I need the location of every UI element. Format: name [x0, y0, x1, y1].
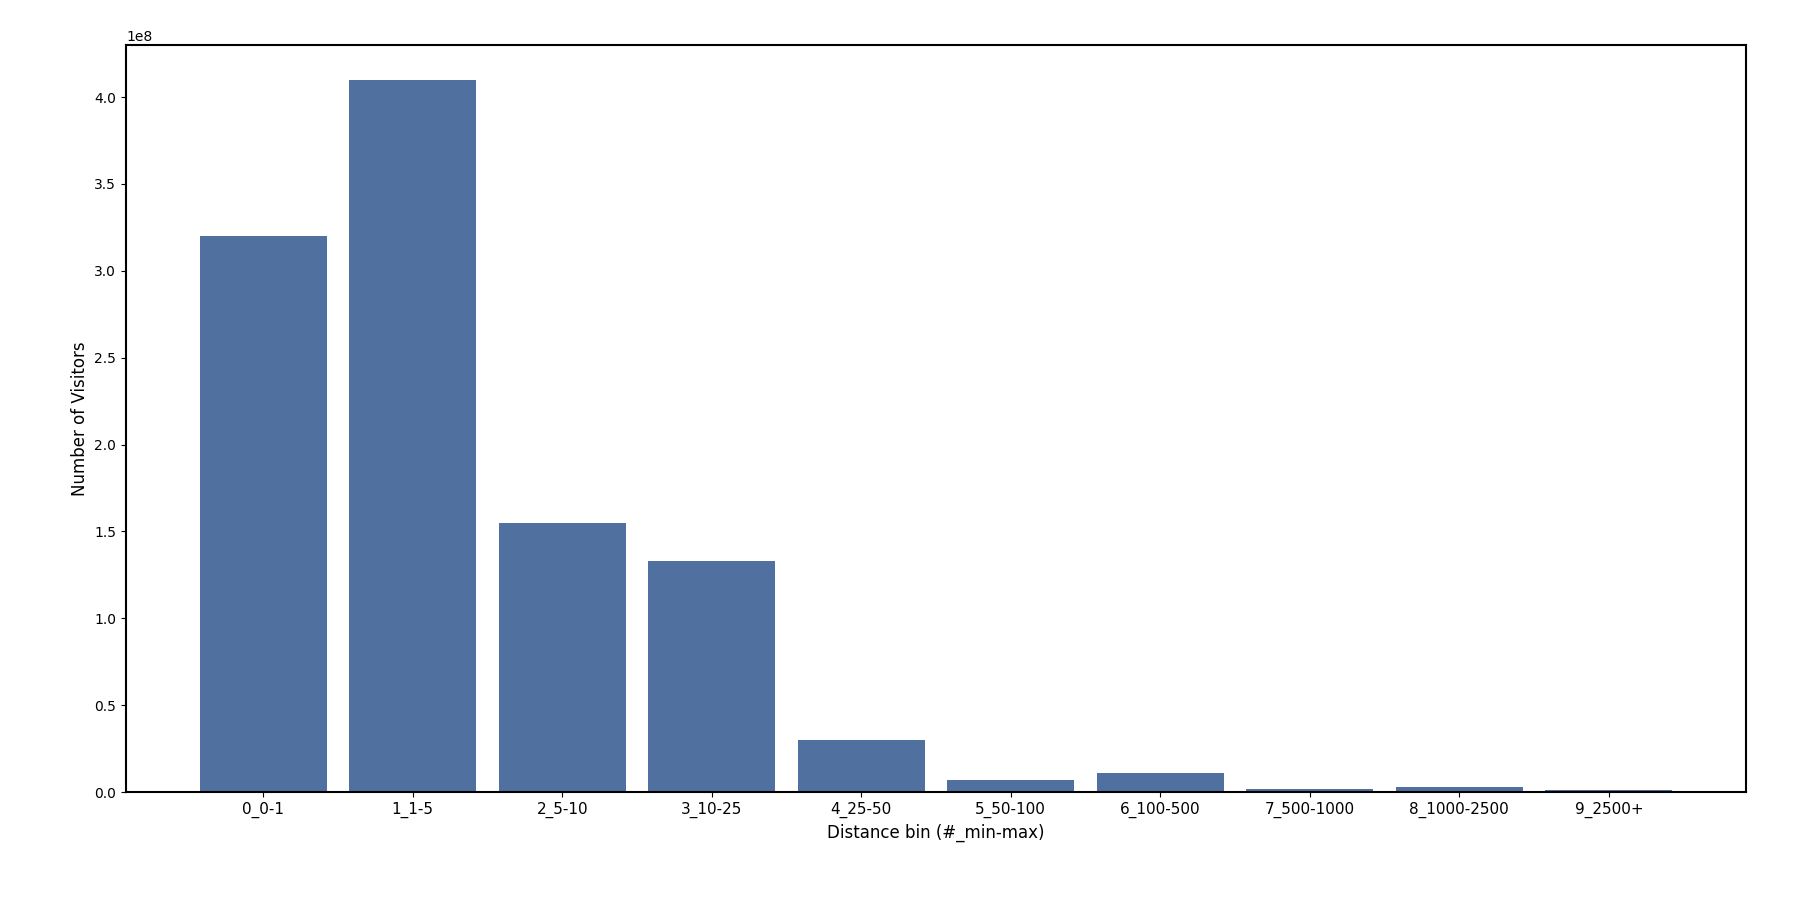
Bar [499, 523, 626, 792]
Bar [1544, 790, 1672, 792]
Y-axis label: Number of Visitors: Number of Visitors [70, 341, 88, 496]
X-axis label: Distance bin (#_min-max): Distance bin (#_min-max) [828, 824, 1044, 842]
Bar [349, 80, 477, 792]
Bar [1246, 789, 1373, 792]
Bar [1096, 773, 1224, 792]
Bar [200, 236, 328, 792]
Bar [648, 561, 776, 792]
Bar [797, 740, 925, 792]
Bar [947, 779, 1075, 792]
Bar [1395, 787, 1523, 792]
